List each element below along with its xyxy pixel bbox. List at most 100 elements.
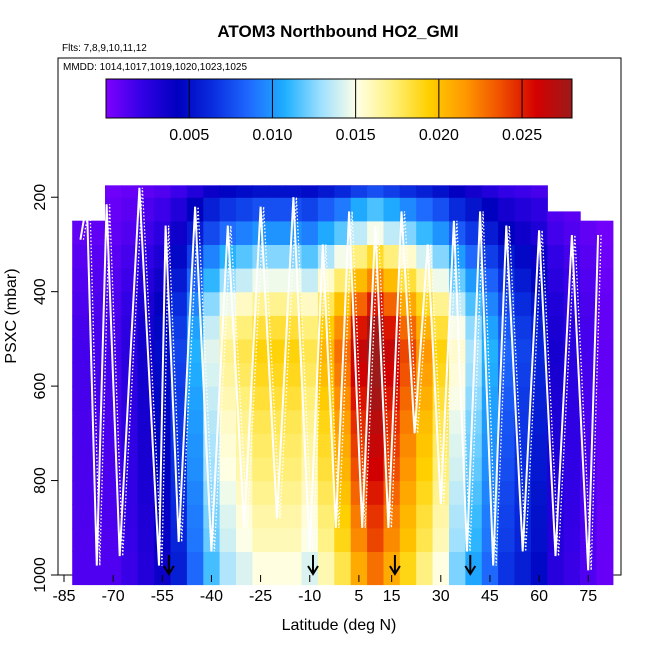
heatmap-cell: [432, 197, 450, 222]
heatmap-cell: [301, 220, 319, 245]
heatmap-cell: [481, 197, 499, 222]
heatmap-cell: [219, 551, 237, 586]
heatmap-cell: [481, 433, 499, 458]
heatmap-cell: [203, 551, 221, 586]
heatmap-cell: [186, 480, 204, 505]
heatmap-cell: [449, 480, 466, 505]
heatmap-cell: [416, 551, 434, 586]
heatmap-cell: [170, 185, 188, 198]
heatmap-cell: [383, 185, 401, 198]
heatmap-cell: [219, 362, 237, 387]
heatmap-cell: [432, 315, 450, 340]
heatmap-cell: [530, 551, 548, 586]
heatmap-cell: [383, 291, 401, 316]
heatmap-cell: [268, 456, 286, 482]
heatmap-cell: [580, 480, 597, 505]
heatmap-cell: [121, 551, 139, 586]
heatmap-cell: [367, 185, 385, 186]
heatmap-cell: [367, 197, 385, 222]
heatmap-cell: [367, 244, 385, 269]
heatmap-cell: [563, 386, 581, 411]
profile-marker-arrow: [162, 565, 175, 576]
heatmap-cell: [186, 386, 204, 411]
heatmap-cell: [317, 197, 335, 222]
colorbar-tick-label: 0.005: [169, 127, 209, 144]
heatmap-cell: [219, 291, 237, 316]
heatmap-cell: [465, 291, 483, 316]
heatmap-cell: [236, 197, 253, 222]
heatmap-cell: [301, 268, 319, 293]
heatmap-cell: [186, 433, 204, 458]
heatmap-cell: [301, 244, 319, 269]
heatmap-cell: [72, 386, 90, 411]
heatmap-cell: [268, 386, 286, 411]
heatmap-cell: [236, 244, 253, 269]
x-tick-label: 30: [432, 588, 450, 605]
x-tick-label: -70: [102, 588, 125, 605]
heatmap-cell: [170, 197, 188, 222]
heatmap-cell: [449, 551, 466, 586]
heatmap-cell: [170, 244, 188, 269]
heatmap-cell: [514, 244, 532, 269]
heatmap-cell: [449, 185, 466, 198]
heatmap-cell: [334, 315, 352, 340]
heatmap-cell: [317, 185, 335, 186]
heatmap-cell: [596, 504, 614, 529]
heatmap-cell: [137, 197, 155, 222]
heatmap-cell: [580, 338, 597, 364]
heatmap-cell: [449, 268, 466, 293]
heatmap-cell: [383, 268, 401, 293]
heatmap-cell: [285, 480, 303, 505]
heatmap-cell: [399, 291, 417, 316]
heatmap-cell: [170, 315, 188, 340]
heatmap-cell: [219, 197, 237, 222]
heatmap-cell: [580, 220, 597, 245]
heatmap-cell: [219, 456, 237, 482]
heatmap-cell: [350, 409, 368, 434]
heatmap-cell: [137, 551, 155, 586]
heatmap-cell: [236, 362, 253, 387]
heatmap-cell: [416, 185, 434, 198]
x-tick-label: -25: [249, 588, 272, 605]
heatmap-cell: [383, 220, 401, 245]
heatmap-cell: [252, 386, 270, 411]
heatmap-cell: [432, 185, 450, 186]
flight-track-dotted: [82, 187, 602, 571]
heatmap-cell: [465, 409, 483, 434]
flight-track: [79, 187, 602, 571]
heatmap-cell: [186, 409, 204, 434]
heatmap-cell: [465, 197, 483, 222]
heatmap-cell: [219, 504, 237, 529]
heatmap-cell: [399, 551, 417, 586]
heatmap-cell: [170, 433, 188, 458]
heatmap-cell: [154, 244, 172, 269]
heatmap-cell: [416, 291, 434, 316]
x-tick-label: 15: [383, 588, 401, 605]
heatmap-cell: [350, 197, 368, 222]
heatmap-cell: [72, 551, 90, 586]
heatmap-cell: [432, 504, 450, 529]
heatmap-cell: [170, 386, 188, 411]
heatmap-cell: [137, 362, 155, 387]
heatmap-cell: [186, 185, 204, 186]
heatmap-cell: [399, 185, 417, 198]
heatmap-cell: [383, 338, 401, 364]
heatmap-cell: [547, 291, 565, 316]
heatmap-cell: [514, 362, 532, 387]
heatmap-cell: [498, 433, 516, 458]
heatmap-cell: [481, 362, 499, 387]
heatmap-cell: [317, 480, 335, 505]
heatmap-cell: [498, 268, 516, 293]
heatmap-cell: [121, 504, 139, 529]
heatmap-cell: [383, 456, 401, 482]
heatmap-cell: [449, 362, 466, 387]
heatmap-cell: [268, 551, 286, 586]
heatmap-cell: [514, 185, 532, 198]
heatmap-cell: [236, 315, 253, 340]
heatmap-cell: [514, 220, 532, 245]
flights-subtitle: Flts: 7,8,9,10,11,12: [62, 43, 147, 54]
heatmap-cell: [350, 480, 368, 505]
heatmap-cell: [72, 244, 90, 269]
heatmap-cell: [236, 185, 253, 186]
heatmap-cell: [252, 185, 270, 198]
